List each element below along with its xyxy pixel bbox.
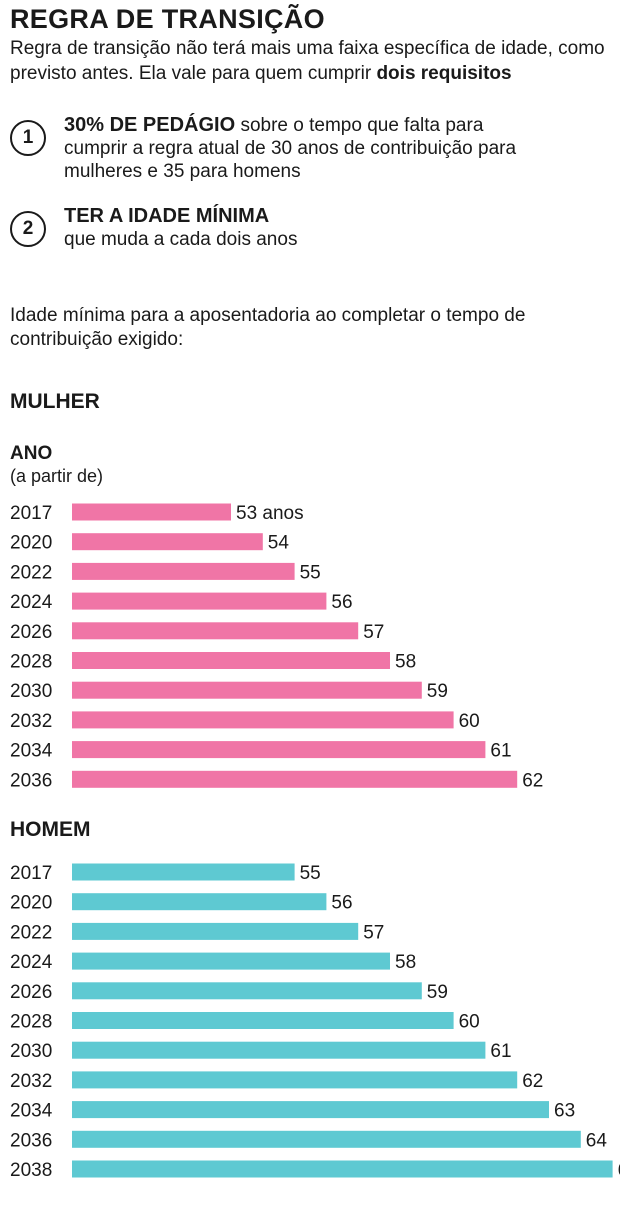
chart-lead: Idade mínima para a aposentadoria ao com… bbox=[10, 305, 526, 350]
value-label-mulher-2034: 61 bbox=[490, 741, 511, 762]
bar-mulher-2017 bbox=[72, 503, 231, 521]
year-label-mulher-2024: 2024 bbox=[10, 592, 53, 613]
bar-mulher-2030 bbox=[72, 681, 422, 699]
value-label-mulher-2028: 58 bbox=[395, 652, 416, 673]
year-label-homem-2026: 2026 bbox=[10, 982, 52, 1003]
requirement-number-2: 2 bbox=[10, 211, 46, 247]
year-label-homem-2028: 2028 bbox=[10, 1012, 52, 1033]
year-label-homem-2032: 2032 bbox=[10, 1071, 52, 1092]
year-label-homem-2034: 2034 bbox=[10, 1101, 53, 1122]
year-label-mulher-2022: 2022 bbox=[10, 562, 52, 583]
year-label-mulher-2034: 2034 bbox=[10, 741, 53, 762]
value-label-mulher-2036: 62 bbox=[522, 770, 543, 791]
intro-text: Regra de transição não terá mais uma fai… bbox=[10, 36, 610, 86]
bar-mulher-2034 bbox=[72, 741, 486, 759]
value-label-homem-2020: 56 bbox=[331, 893, 352, 914]
value-label-mulher-2020: 54 bbox=[268, 533, 290, 554]
bar-mulher-2026 bbox=[72, 622, 359, 640]
value-label-homem-2038: 65 bbox=[618, 1160, 620, 1181]
intro-body: Regra de transição não terá mais uma fai… bbox=[10, 38, 605, 84]
value-label-homem-2030: 61 bbox=[490, 1041, 511, 1062]
bar-homem-2017 bbox=[72, 863, 295, 881]
requirement-1: 1 30% DE PEDÁGIO sobre o tempo que falta… bbox=[10, 114, 610, 190]
value-label-mulher-2017: 53 anos bbox=[236, 503, 304, 524]
intro-bold: dois requisitos bbox=[376, 63, 512, 84]
bar-mulher-2028 bbox=[72, 652, 390, 669]
axis-label: ANO bbox=[10, 443, 53, 464]
value-label-homem-2032: 62 bbox=[522, 1071, 543, 1092]
requirement-text-1: 30% DE PEDÁGIO sobre o tempo que falta p… bbox=[64, 114, 534, 183]
value-label-mulher-2022: 55 bbox=[300, 562, 321, 583]
value-label-homem-2017: 55 bbox=[300, 863, 321, 884]
year-label-mulher-2020: 2020 bbox=[10, 533, 52, 554]
bar-homem-2024 bbox=[72, 952, 390, 970]
year-label-mulher-2030: 2030 bbox=[10, 681, 52, 702]
requirement-number-1: 1 bbox=[10, 120, 46, 156]
requirement-body-2: que muda a cada dois anos bbox=[64, 229, 298, 250]
bar-homem-2026 bbox=[72, 982, 422, 1000]
requirement-text-2: TER A IDADE MÍNIMA que muda a cada dois … bbox=[64, 205, 534, 251]
requirement-body-1: sobre o tempo que falta para cumprir a r… bbox=[64, 115, 517, 182]
bar-mulher-2036 bbox=[72, 770, 518, 788]
section-title-homem: HOMEM bbox=[10, 818, 91, 841]
bar-homem-2030 bbox=[72, 1041, 486, 1059]
value-label-homem-2026: 59 bbox=[427, 982, 448, 1003]
year-label-homem-2022: 2022 bbox=[10, 922, 52, 943]
value-label-homem-2022: 57 bbox=[363, 922, 384, 943]
bar-homem-2038 bbox=[72, 1160, 613, 1178]
requirement-2: 2 TER A IDADE MÍNIMA que muda a cada doi… bbox=[10, 205, 610, 281]
value-label-mulher-2030: 59 bbox=[427, 681, 448, 702]
bar-homem-2034 bbox=[72, 1101, 549, 1119]
value-label-homem-2024: 58 bbox=[395, 952, 416, 973]
year-label-mulher-2017: 2017 bbox=[10, 503, 52, 524]
year-label-homem-2020: 2020 bbox=[10, 893, 52, 914]
value-label-mulher-2032: 60 bbox=[459, 711, 480, 732]
bar-homem-2032 bbox=[72, 1071, 518, 1089]
year-label-mulher-2026: 2026 bbox=[10, 622, 52, 643]
bar-mulher-2032 bbox=[72, 711, 454, 729]
bar-homem-2020 bbox=[72, 893, 327, 911]
chart-title: REGRA DE TRANSIÇÃO bbox=[10, 4, 325, 34]
bar-homem-2022 bbox=[72, 922, 359, 940]
value-label-homem-2036: 64 bbox=[586, 1130, 608, 1151]
year-label-mulher-2036: 2036 bbox=[10, 770, 52, 791]
axis-sublabel: (a partir de) bbox=[10, 466, 104, 486]
requirement-head-2: TER A IDADE MÍNIMA bbox=[64, 205, 270, 227]
bar-mulher-2022 bbox=[72, 562, 295, 580]
bar-homem-2036 bbox=[72, 1130, 581, 1148]
value-label-mulher-2026: 57 bbox=[363, 622, 384, 643]
year-label-homem-2024: 2024 bbox=[10, 952, 53, 973]
value-label-homem-2034: 63 bbox=[554, 1101, 575, 1122]
bar-mulher-2024 bbox=[72, 592, 327, 610]
bar-homem-2028 bbox=[72, 1012, 454, 1029]
section-title-mulher: MULHER bbox=[10, 390, 100, 413]
year-label-homem-2036: 2036 bbox=[10, 1130, 52, 1151]
year-label-mulher-2028: 2028 bbox=[10, 652, 52, 673]
year-label-homem-2030: 2030 bbox=[10, 1041, 52, 1062]
year-label-homem-2038: 2038 bbox=[10, 1160, 52, 1181]
requirement-head-1: 30% DE PEDÁGIO bbox=[64, 114, 236, 136]
value-label-mulher-2024: 56 bbox=[331, 592, 352, 613]
value-label-homem-2028: 60 bbox=[459, 1012, 480, 1033]
year-label-mulher-2032: 2032 bbox=[10, 711, 52, 732]
year-label-homem-2017: 2017 bbox=[10, 863, 52, 884]
bar-mulher-2020 bbox=[72, 533, 263, 551]
